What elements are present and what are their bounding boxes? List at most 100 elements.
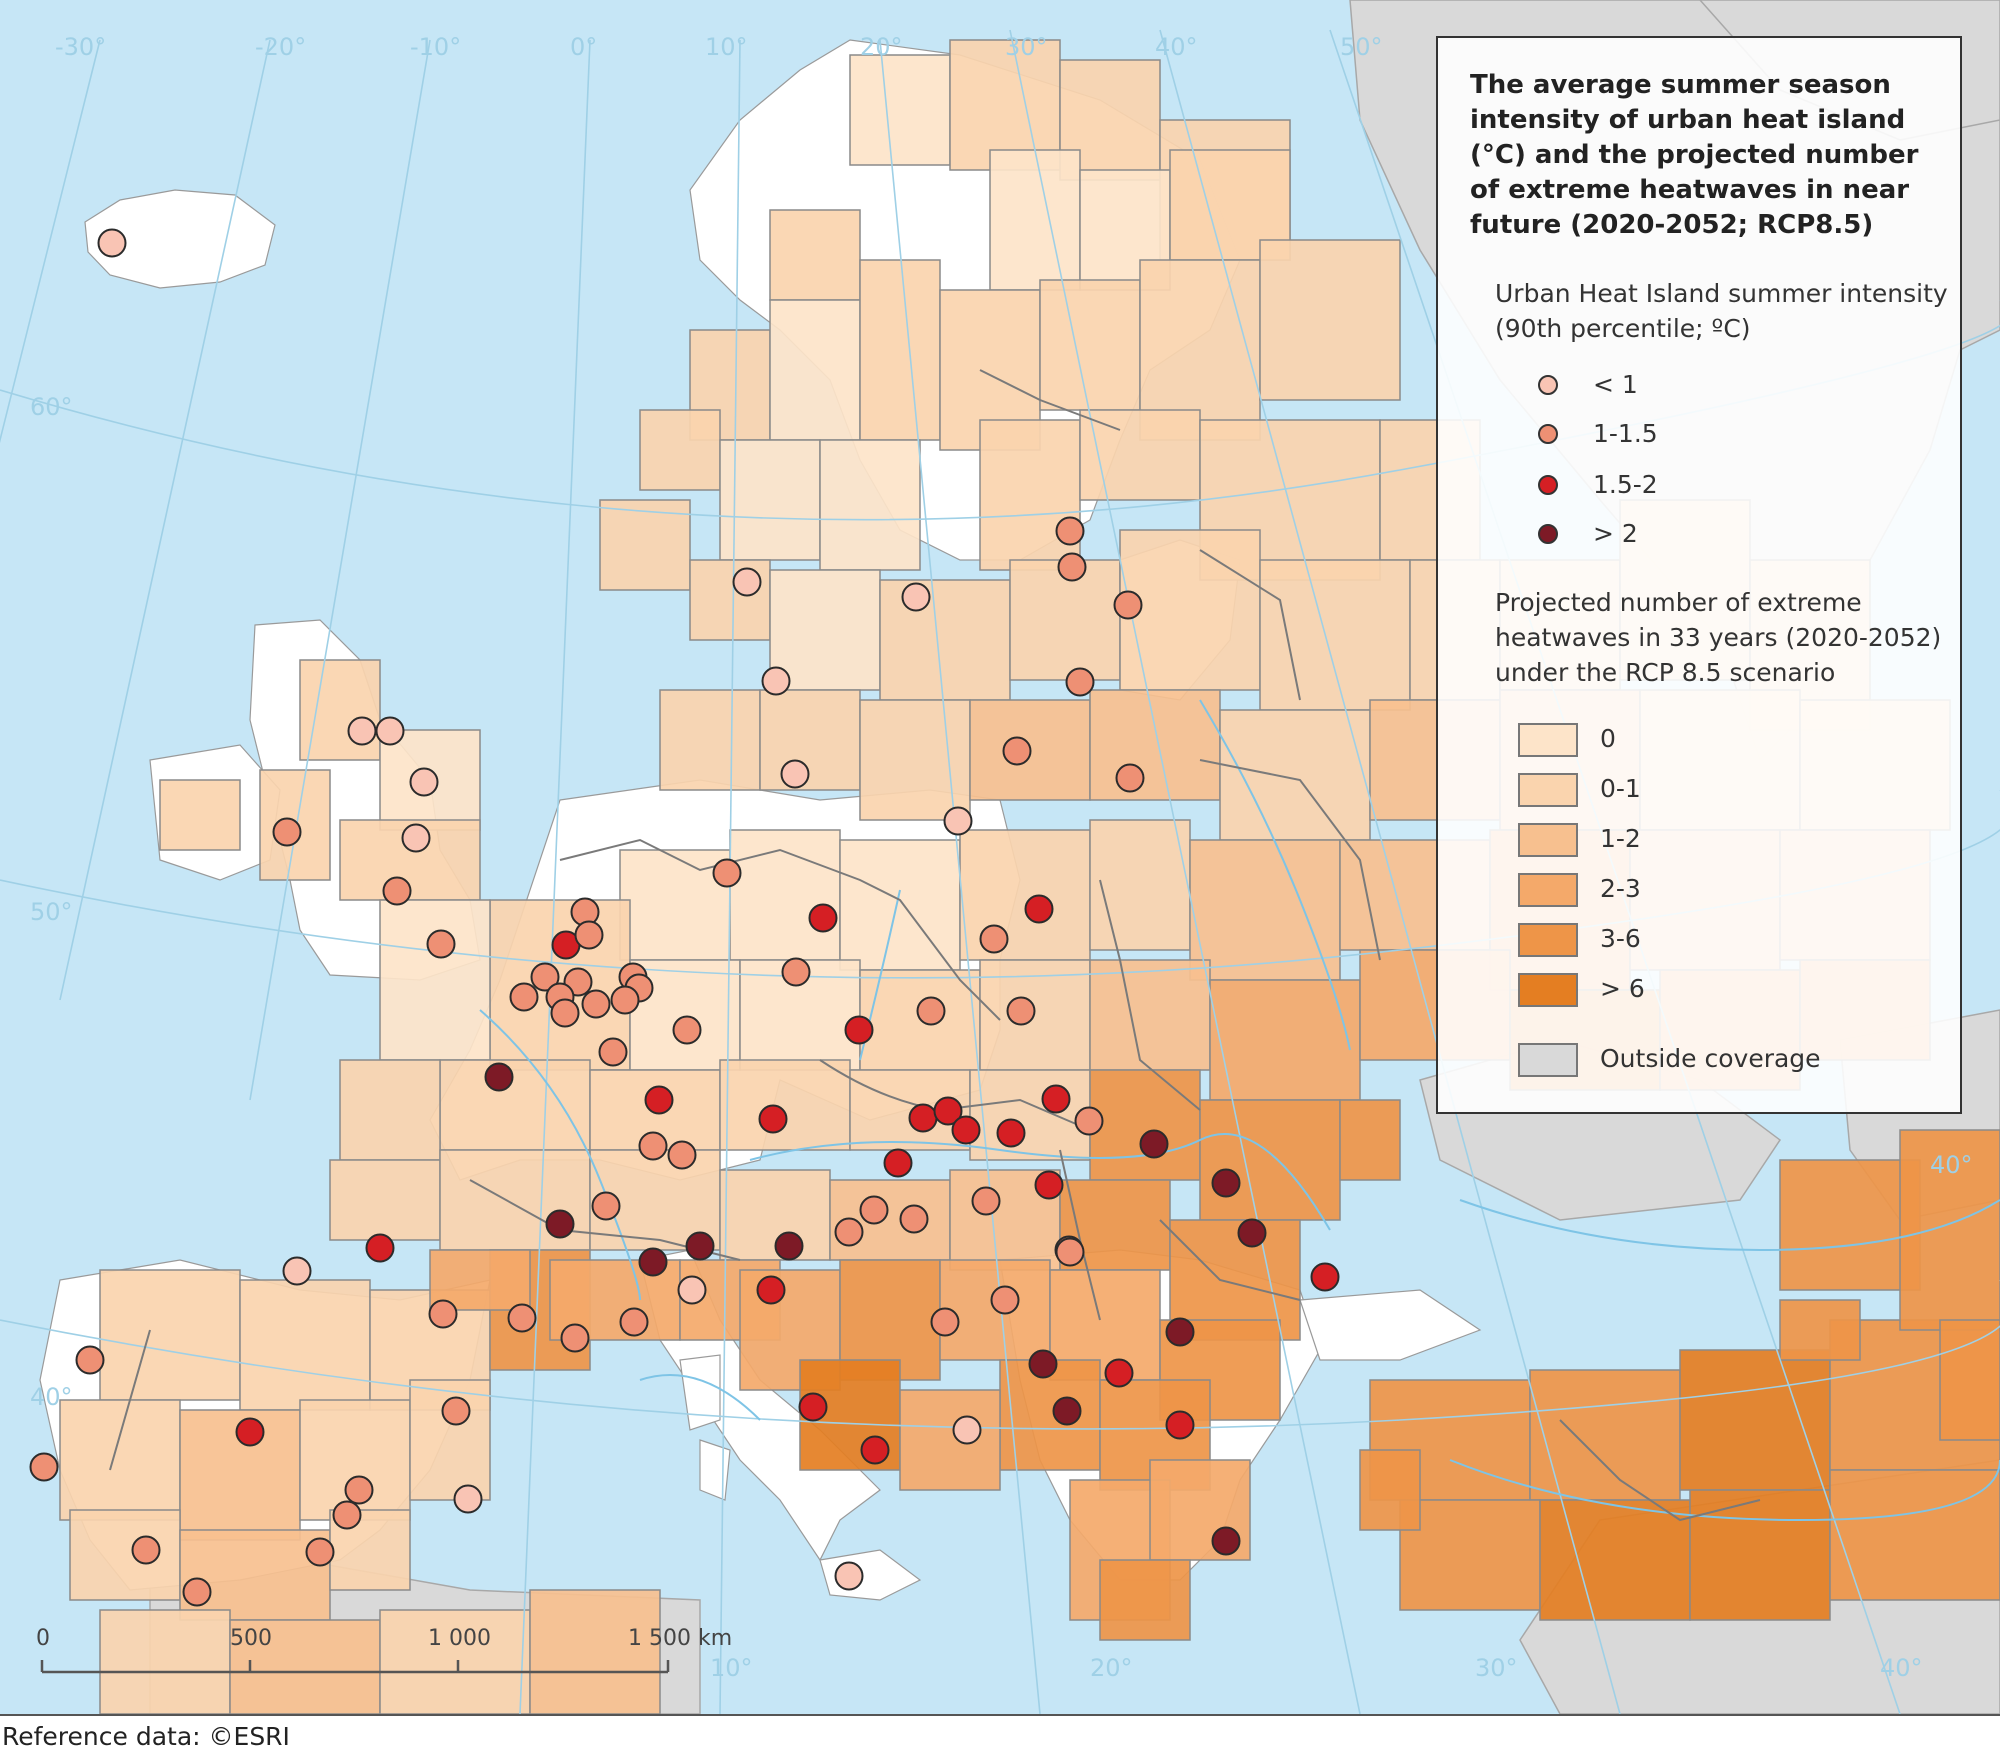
heatwave-cell <box>1939 1319 2000 1441</box>
map-legend: The average summer season intensity of u… <box>1436 36 1962 1114</box>
city-uhi-marker <box>933 1096 963 1126</box>
hw-class-row: 0-1 <box>1518 771 1878 811</box>
heatwave-cell <box>59 1399 181 1521</box>
city-uhi-marker <box>638 1247 668 1277</box>
lon-label: 10° <box>710 1654 753 1682</box>
uhi-class-label: < 1 <box>1593 370 1638 399</box>
heatwave-cell <box>1219 709 1371 841</box>
city-uhi-marker <box>75 1345 105 1375</box>
heatwave-subtitle: Projected number of extreme heatwaves in… <box>1495 588 1942 687</box>
city-uhi-marker <box>1055 1237 1085 1267</box>
city-uhi-marker <box>428 1299 458 1329</box>
hw-class-row: 1-2 <box>1518 821 1878 861</box>
heatwave-cell <box>979 419 1081 571</box>
graticule-labels: -30° -20° -10° 0° 10° 20° 30° 40° 50° 10… <box>30 33 1973 1682</box>
lat-label: 40° <box>30 1383 73 1411</box>
heatwave-cell <box>299 1399 411 1521</box>
reference-data-credit: Reference data: ©ESRI <box>2 1722 290 1751</box>
scale-bar <box>40 1660 670 1674</box>
lon-label: 40° <box>1880 1654 1923 1682</box>
lat-label: 50° <box>30 898 73 926</box>
hw-class-label: 3-6 <box>1600 924 1641 953</box>
hw-swatch <box>1518 723 1578 757</box>
city-uhi-marker <box>899 1204 929 1234</box>
map-frame[interactable]: -30° -20° -10° 0° 10° 20° 30° 40° 50° 10… <box>0 0 2000 1716</box>
heatwave-cell <box>859 699 971 821</box>
heatwave-cell <box>1209 979 1361 1101</box>
heatwave-cell <box>729 829 841 961</box>
heatwave-cell <box>1259 239 1401 401</box>
heatwave-cell <box>299 659 381 761</box>
city-uhi-marker <box>282 1256 312 1286</box>
city-uhi-marker <box>1310 1262 1340 1292</box>
city-uhi-marker <box>996 1118 1026 1148</box>
heatwave-cell <box>969 1069 1091 1161</box>
city-uhi-marker <box>672 1015 702 1045</box>
city-uhi-marker <box>971 1186 1001 1216</box>
city-uhi-marker <box>780 759 810 789</box>
city-uhi-marker <box>712 858 742 888</box>
heatwave-cell <box>1259 559 1411 711</box>
heatwave-cell <box>1089 819 1191 951</box>
heatwave-cell <box>1089 689 1221 801</box>
city-uhi-marker <box>1052 1396 1082 1426</box>
heatwave-cell <box>619 849 731 961</box>
heatwave-cell <box>339 1059 441 1161</box>
heatwave-cell <box>899 1389 1001 1491</box>
city-uhi-marker <box>638 1131 668 1161</box>
city-uhi-marker <box>1165 1317 1195 1347</box>
city-uhi-marker <box>401 823 431 853</box>
heatwave-cell <box>529 1589 661 1714</box>
city-markers <box>29 228 1340 1607</box>
city-uhi-marker <box>409 767 439 797</box>
city-uhi-marker <box>545 1209 575 1239</box>
city-uhi-marker <box>808 903 838 933</box>
hw-swatch <box>1518 923 1578 957</box>
heatwave-cell <box>1099 1559 1191 1641</box>
city-uhi-marker <box>1211 1168 1241 1198</box>
heatwave-cell <box>1529 1369 1681 1501</box>
city-uhi-marker <box>1055 516 1085 546</box>
heatwave-cell <box>849 54 951 166</box>
hw-swatch <box>1518 773 1578 807</box>
hw-class-label: 2-3 <box>1600 874 1641 903</box>
lat-label: 60° <box>30 393 73 421</box>
hw-class-label: > 6 <box>1600 974 1645 1003</box>
city-uhi-marker <box>951 1115 981 1145</box>
heatwave-cell <box>1079 409 1201 501</box>
heatwave-cell <box>1359 1449 1421 1531</box>
lon-label: 40° <box>1155 33 1198 61</box>
legend-title: The average summer season intensity of u… <box>1470 70 1919 240</box>
hw-class-row: > 6 <box>1518 971 1878 1011</box>
heatwave-cell <box>1829 1469 2000 1601</box>
city-uhi-marker <box>484 1062 514 1092</box>
city-uhi-marker <box>29 1452 59 1482</box>
city-uhi-marker <box>774 1231 804 1261</box>
city-uhi-marker <box>1165 1410 1195 1440</box>
heatwave-cell <box>769 209 861 301</box>
city-uhi-marker <box>305 1537 335 1567</box>
heatwave-cell <box>1339 1099 1401 1181</box>
heatwave-cell <box>1199 1099 1341 1221</box>
city-uhi-marker <box>1211 1526 1241 1556</box>
heatwave-cell <box>239 1279 371 1411</box>
city-uhi-marker <box>883 1148 913 1178</box>
city-uhi-marker <box>344 1475 374 1505</box>
heatwave-cell <box>69 1509 181 1601</box>
city-uhi-marker <box>574 920 604 950</box>
city-uhi-marker <box>182 1577 212 1607</box>
lon-label: -10° <box>410 33 461 61</box>
heatwave-cell <box>99 1609 231 1714</box>
heatwave-cell <box>379 1609 531 1714</box>
city-uhi-marker <box>1002 736 1032 766</box>
city-uhi-marker <box>1041 1084 1071 1114</box>
city-uhi-marker <box>943 806 973 836</box>
heatwave-cell <box>1039 279 1141 411</box>
city-uhi-marker <box>509 982 539 1012</box>
heatwave-cell <box>159 779 241 851</box>
lon-label: 0° <box>570 33 597 61</box>
city-uhi-marker <box>667 1140 697 1170</box>
city-uhi-marker <box>677 1275 707 1305</box>
lat-label: 40° <box>1930 1151 1973 1179</box>
city-uhi-marker <box>530 962 560 992</box>
